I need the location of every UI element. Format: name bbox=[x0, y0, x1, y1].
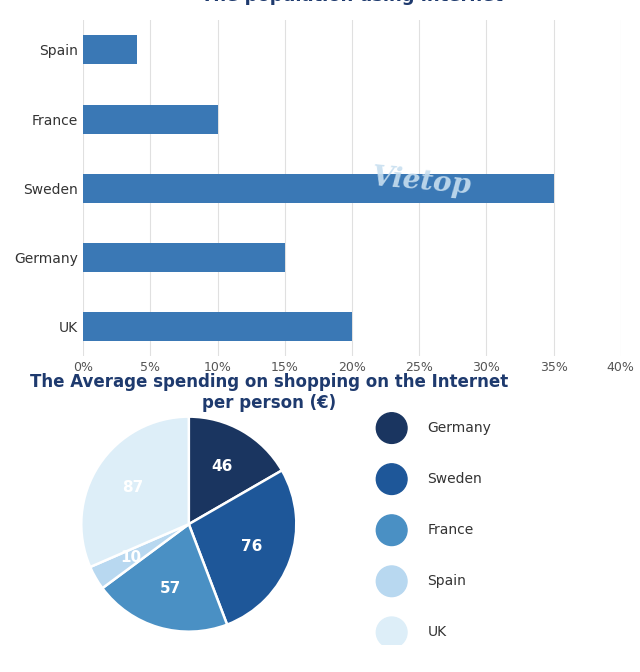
Text: Sweden: Sweden bbox=[428, 472, 483, 486]
Circle shape bbox=[376, 617, 407, 648]
Text: 46: 46 bbox=[211, 459, 233, 474]
Circle shape bbox=[376, 566, 407, 597]
Title: The population using internet: The population using internet bbox=[201, 0, 503, 5]
Circle shape bbox=[376, 464, 407, 495]
Text: France: France bbox=[428, 523, 474, 537]
Text: 10: 10 bbox=[120, 550, 141, 565]
Text: 87: 87 bbox=[122, 480, 144, 495]
Bar bbox=[83, 173, 554, 203]
Text: UK: UK bbox=[428, 626, 447, 639]
Text: 76: 76 bbox=[241, 539, 262, 554]
Text: 57: 57 bbox=[159, 581, 180, 595]
Circle shape bbox=[376, 515, 407, 546]
Wedge shape bbox=[189, 470, 296, 625]
Bar bbox=[83, 312, 352, 341]
Bar bbox=[83, 36, 137, 65]
Wedge shape bbox=[81, 417, 189, 567]
Text: Germany: Germany bbox=[428, 421, 492, 435]
Wedge shape bbox=[189, 417, 282, 524]
Wedge shape bbox=[102, 524, 227, 632]
Bar bbox=[83, 243, 285, 271]
Wedge shape bbox=[90, 524, 189, 588]
Circle shape bbox=[376, 413, 407, 444]
Text: Vietop: Vietop bbox=[371, 164, 473, 199]
Text: Spain: Spain bbox=[428, 575, 467, 588]
Bar bbox=[83, 105, 218, 134]
Text: The Average spending on shopping on the Internet
per person (€): The Average spending on shopping on the … bbox=[29, 373, 508, 412]
